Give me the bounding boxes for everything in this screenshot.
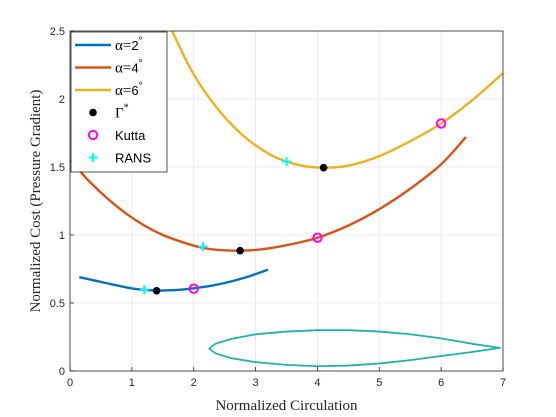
x-tick-label: 2 bbox=[191, 377, 197, 389]
x-tick-label: 5 bbox=[376, 377, 382, 389]
y-tick-label: 2 bbox=[59, 94, 65, 106]
legend-alpha-value: 6 bbox=[131, 83, 138, 98]
legend-alpha-value: 2 bbox=[131, 38, 138, 53]
x-tick-label: 0 bbox=[67, 377, 73, 389]
kutta-point bbox=[87, 129, 99, 141]
legend-label: RANS bbox=[115, 151, 151, 166]
legend-box bbox=[70, 31, 168, 173]
series-line-alpha-6 bbox=[170, 31, 503, 169]
legend-degree: ° bbox=[139, 36, 143, 47]
airfoil-shape bbox=[208, 329, 501, 368]
ticks: 0 1 2 3 4 5 6 7 0 0.5 1 1.5 2 2.5 bbox=[50, 26, 506, 389]
x-tick-label: 6 bbox=[438, 377, 444, 389]
legend-degree: ° bbox=[139, 81, 143, 92]
marker-layer bbox=[139, 118, 447, 295]
legend-alpha-value: 4 bbox=[131, 61, 138, 76]
x-tick-label: 3 bbox=[253, 377, 259, 389]
legend-gamma: Γ bbox=[115, 106, 124, 122]
gamma-star-point bbox=[319, 163, 328, 172]
x-axis-label: Normalized Circulation bbox=[215, 398, 358, 414]
y-tick-label: 1.5 bbox=[50, 162, 65, 174]
y-tick-label: 0.5 bbox=[50, 298, 65, 310]
series-layer bbox=[70, 31, 503, 292]
legend-label: Kutta bbox=[115, 128, 146, 143]
gamma-star-point bbox=[89, 108, 97, 117]
kutta-point bbox=[312, 232, 323, 243]
y-axis-label: Normalized Cost (Pressure Gradient) bbox=[28, 90, 44, 313]
rans-point bbox=[88, 153, 98, 162]
gamma-star-point bbox=[152, 286, 161, 295]
rans-point bbox=[198, 242, 208, 252]
legend-degree: ° bbox=[139, 59, 143, 70]
series-line-alpha-2 bbox=[79, 268, 269, 292]
rans-point bbox=[139, 285, 149, 295]
y-tick-label: 1 bbox=[59, 230, 65, 242]
rans-point bbox=[282, 157, 291, 167]
legend-alpha: α= bbox=[115, 83, 131, 99]
legend-alpha: α= bbox=[115, 38, 131, 54]
y-tick-label: 2.5 bbox=[50, 26, 65, 38]
legend-label: α=4° bbox=[115, 59, 143, 77]
x-tick-label: 4 bbox=[314, 377, 320, 389]
legend-label: Γ* bbox=[115, 103, 129, 122]
legend-label: α=6° bbox=[115, 81, 143, 99]
legend-alpha: α= bbox=[115, 61, 131, 77]
airfoil-layer bbox=[208, 329, 501, 368]
gamma-star-point bbox=[236, 246, 244, 255]
series-line-alpha-4 bbox=[70, 136, 467, 252]
x-tick-label: 1 bbox=[129, 377, 135, 389]
legend-gamma-sup: * bbox=[124, 103, 129, 114]
y-tick-label: 0 bbox=[59, 366, 65, 378]
kutta-point bbox=[435, 118, 447, 129]
kutta-point bbox=[188, 283, 199, 294]
legend-label: α=2° bbox=[115, 36, 143, 54]
x-tick-label: 7 bbox=[500, 377, 506, 389]
plot-frame bbox=[69, 30, 504, 372]
